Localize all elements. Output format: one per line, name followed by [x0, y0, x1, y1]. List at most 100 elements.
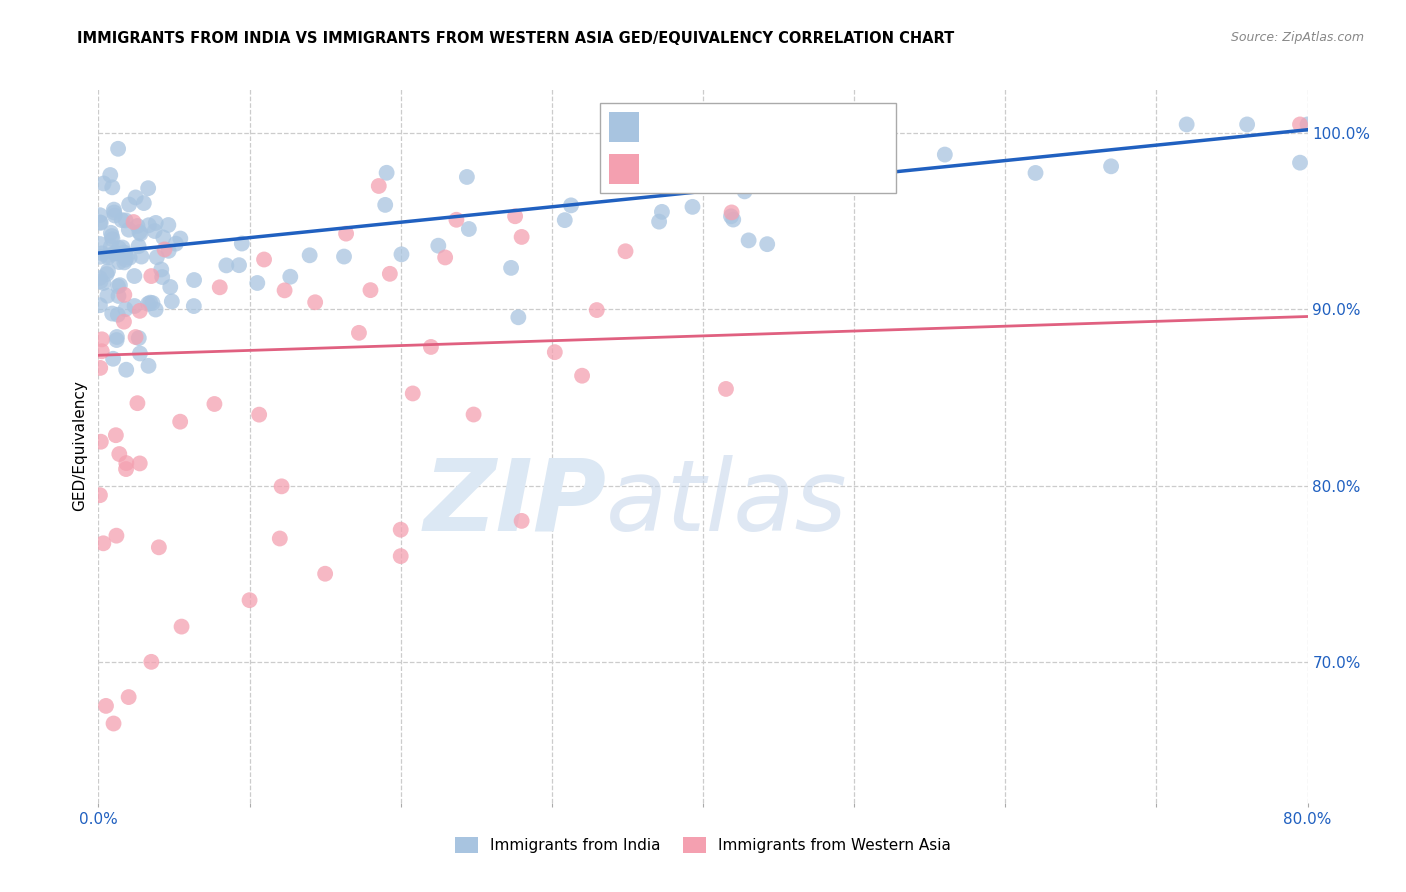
Point	[716, 146, 738, 161]
Point	[367, 179, 389, 194]
Point	[215, 259, 238, 273]
Point	[141, 268, 163, 283]
Point	[704, 156, 727, 170]
Point	[700, 151, 723, 165]
Point	[723, 212, 745, 227]
Point	[228, 258, 250, 272]
Point	[208, 280, 231, 294]
Point	[89, 271, 111, 285]
Point	[420, 340, 443, 354]
Point	[360, 283, 382, 297]
Point	[136, 297, 159, 311]
Point	[153, 243, 176, 257]
Text: Source: ZipAtlas.com: Source: ZipAtlas.com	[1230, 31, 1364, 45]
Point	[146, 250, 169, 264]
Text: atlas: atlas	[606, 455, 848, 551]
Point	[115, 362, 138, 376]
Point	[720, 205, 742, 219]
Point	[100, 226, 122, 240]
Text: ZIP: ZIP	[423, 455, 606, 551]
Point	[298, 248, 321, 262]
Point	[112, 287, 135, 301]
Point	[89, 250, 111, 264]
Point	[90, 332, 112, 346]
Point	[157, 244, 180, 258]
Point	[253, 252, 276, 267]
Point	[112, 255, 135, 269]
Point	[614, 244, 637, 259]
Point	[744, 161, 766, 175]
Point	[93, 177, 115, 191]
Point	[152, 230, 174, 244]
Point	[101, 307, 124, 321]
Point	[124, 330, 146, 344]
Point	[446, 212, 468, 227]
Point	[89, 215, 111, 229]
Point	[103, 205, 125, 219]
Point	[90, 434, 112, 449]
Point	[150, 262, 173, 277]
Point	[112, 245, 135, 260]
Point	[103, 716, 125, 731]
Point	[108, 447, 131, 461]
Point	[97, 251, 120, 265]
Point	[169, 231, 191, 245]
Point	[101, 232, 124, 246]
Point	[128, 303, 150, 318]
Point	[544, 345, 567, 359]
Point	[132, 196, 155, 211]
Point	[347, 326, 370, 340]
Text: IMMIGRANTS FROM INDIA VS IMMIGRANTS FROM WESTERN ASIA GED/EQUIVALENCY CORRELATIO: IMMIGRANTS FROM INDIA VS IMMIGRANTS FROM…	[77, 31, 955, 46]
Point	[100, 229, 122, 244]
Point	[105, 529, 128, 543]
Point	[554, 213, 576, 227]
Point	[165, 236, 187, 251]
Point	[105, 333, 128, 347]
Point	[150, 270, 173, 285]
Point	[1296, 118, 1319, 132]
Point	[97, 248, 120, 262]
Point	[682, 200, 704, 214]
Point	[720, 161, 742, 176]
Point	[335, 227, 357, 241]
Point	[170, 619, 193, 633]
Point	[108, 255, 131, 269]
Point	[124, 299, 146, 313]
Point	[90, 344, 112, 359]
Point	[104, 246, 127, 260]
Point	[97, 264, 120, 278]
Point	[501, 260, 523, 275]
Point	[762, 166, 785, 180]
Point	[107, 308, 129, 322]
Point	[169, 415, 191, 429]
Point	[118, 251, 141, 265]
Point	[111, 213, 134, 227]
Point	[434, 251, 457, 265]
Point	[503, 209, 526, 223]
Point	[269, 532, 291, 546]
Point	[114, 213, 136, 227]
Point	[108, 278, 131, 293]
Point	[648, 214, 671, 228]
Point	[131, 250, 153, 264]
Point	[129, 227, 152, 241]
Point	[122, 215, 145, 229]
Point	[204, 397, 226, 411]
Point	[720, 210, 742, 224]
Point	[756, 237, 779, 252]
Point	[508, 310, 530, 325]
Point	[160, 294, 183, 309]
Point	[94, 698, 117, 713]
Point	[714, 382, 737, 396]
Point	[391, 247, 413, 261]
Point	[89, 488, 111, 502]
Point	[141, 655, 163, 669]
Point	[103, 202, 125, 217]
Point	[114, 252, 136, 267]
Y-axis label: GED/Equivalency: GED/Equivalency	[72, 381, 87, 511]
Point	[89, 208, 111, 222]
Point	[89, 360, 111, 375]
Point	[90, 216, 112, 230]
Point	[247, 408, 270, 422]
Point	[136, 181, 159, 195]
